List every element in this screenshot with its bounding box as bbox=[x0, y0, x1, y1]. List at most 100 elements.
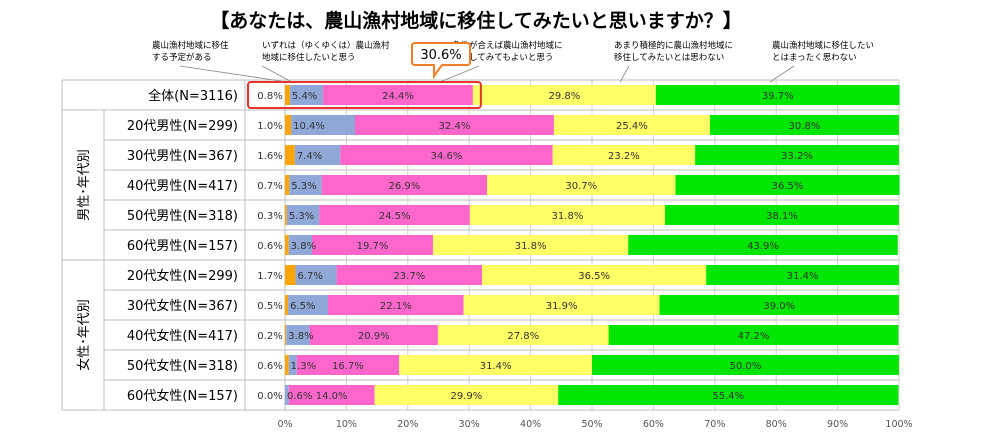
x-tick-label: 100% bbox=[885, 419, 912, 430]
bar-segment bbox=[592, 355, 899, 375]
data-label: 5.3% bbox=[289, 211, 314, 222]
category-label: 50代女性(N=318) bbox=[127, 358, 238, 374]
data-label: 20.9% bbox=[358, 331, 390, 342]
bar-segment bbox=[285, 355, 289, 375]
data-label: 50.0% bbox=[730, 361, 762, 372]
bar-segment bbox=[285, 325, 287, 345]
data-label: 30.8% bbox=[789, 121, 821, 132]
bar-segment bbox=[336, 265, 483, 285]
data-label: 5.4% bbox=[292, 91, 317, 102]
bar-segment bbox=[309, 325, 438, 345]
bar-segment bbox=[285, 205, 287, 225]
data-label: 16.7% bbox=[332, 361, 364, 372]
bar-segment bbox=[659, 295, 899, 315]
data-label: 39.7% bbox=[762, 91, 794, 102]
bar-segment bbox=[288, 385, 375, 405]
bar-segment bbox=[285, 265, 296, 285]
data-label: 7.4% bbox=[297, 151, 322, 162]
data-label: 47.2% bbox=[738, 331, 770, 342]
data-label: 31.8% bbox=[552, 211, 584, 222]
category-label: 40代女性(N=417) bbox=[127, 328, 238, 344]
bar-segment bbox=[323, 85, 473, 105]
data-label: 0.6% bbox=[257, 241, 282, 252]
bar-segment bbox=[285, 385, 289, 405]
bar-segment bbox=[327, 295, 464, 315]
legend-entry: 条件が合えば農山漁村地域に移住してみてもよいと思う bbox=[452, 40, 563, 63]
bar-segment bbox=[463, 295, 660, 315]
legend-leader-line bbox=[619, 65, 630, 83]
highlight-box bbox=[247, 81, 482, 109]
category-label: 50代男性(N=318) bbox=[127, 209, 238, 224]
bar-segment bbox=[482, 265, 707, 285]
data-label: 55.4% bbox=[712, 391, 744, 402]
bar-segment bbox=[399, 355, 592, 375]
category-label: 60代女性(N=157) bbox=[127, 388, 238, 404]
data-label: 24.4% bbox=[382, 91, 414, 102]
data-label: 0.7% bbox=[257, 181, 282, 192]
bar-segment bbox=[628, 235, 898, 255]
bar-segment bbox=[285, 295, 289, 315]
category-label: 全体(N=3116) bbox=[148, 88, 238, 104]
bar-segment bbox=[289, 175, 322, 195]
bar-segment bbox=[552, 145, 696, 165]
data-label: 6.7% bbox=[297, 271, 322, 282]
callout-value: 30.6% bbox=[420, 48, 461, 63]
bar-segment bbox=[285, 115, 292, 135]
data-label: 6.5% bbox=[290, 301, 315, 312]
data-label: 0.5% bbox=[257, 301, 282, 312]
chart-title: 【あなたは、農山漁村地域に移住してみたいと思いますか？】 bbox=[210, 9, 741, 32]
bar-segment bbox=[340, 145, 553, 165]
bar-segment bbox=[319, 205, 470, 225]
data-label: 10.4% bbox=[293, 121, 325, 132]
data-label: 1.7% bbox=[257, 271, 282, 282]
data-label: 29.8% bbox=[548, 91, 580, 102]
data-label: 22.1% bbox=[380, 301, 412, 312]
bar-segment bbox=[312, 235, 433, 255]
callout-bubble bbox=[411, 42, 471, 80]
data-label: 38.1% bbox=[766, 211, 798, 222]
data-label: 27.8% bbox=[507, 331, 539, 342]
category-label: 30代女性(N=367) bbox=[127, 298, 238, 314]
bar-segment bbox=[296, 355, 400, 375]
category-label: 20代男性(N=299) bbox=[127, 119, 238, 134]
bar-segment bbox=[437, 325, 609, 345]
x-tick-label: 90% bbox=[827, 419, 848, 430]
legend-leader-line bbox=[261, 65, 293, 83]
x-tick-label: 20% bbox=[397, 419, 418, 430]
legend-leader-line bbox=[179, 65, 288, 83]
x-tick-label: 0% bbox=[277, 419, 292, 430]
bar-segment bbox=[472, 85, 656, 105]
x-tick-label: 70% bbox=[704, 419, 725, 430]
data-label: 31.9% bbox=[546, 301, 578, 312]
bar-segment bbox=[706, 265, 899, 285]
data-label: 34.6% bbox=[431, 151, 463, 162]
data-label: 19.7% bbox=[357, 241, 389, 252]
data-label: 0.2% bbox=[257, 331, 282, 342]
data-label: 29.9% bbox=[451, 391, 483, 402]
bar-segment bbox=[695, 145, 899, 165]
data-label: 36.5% bbox=[578, 271, 610, 282]
bar-segment bbox=[286, 325, 310, 345]
data-label: 0.8% bbox=[257, 91, 282, 102]
data-label: 30.7% bbox=[565, 181, 597, 192]
x-tick-label: 50% bbox=[581, 419, 602, 430]
data-label: 23.2% bbox=[608, 151, 640, 162]
x-tick-label: 60% bbox=[643, 419, 664, 430]
bar-segment bbox=[665, 205, 899, 225]
bar-segment bbox=[321, 175, 488, 195]
data-label: 23.7% bbox=[393, 271, 425, 282]
legend-entry: あまり積極的に農山漁村地域に移住してみたいとは思わない bbox=[614, 40, 733, 63]
data-label: 43.9% bbox=[747, 241, 779, 252]
bar-segment bbox=[285, 235, 289, 255]
category-label: 30代男性(N=367) bbox=[127, 149, 238, 164]
group-label: 男性･年代別 bbox=[77, 149, 92, 221]
bar-segment bbox=[354, 115, 554, 135]
bar-segment bbox=[558, 385, 899, 405]
data-label: 26.9% bbox=[389, 181, 421, 192]
legend-leader-line bbox=[769, 65, 795, 83]
x-tick-label: 30% bbox=[459, 419, 480, 430]
x-tick-label: 10% bbox=[336, 419, 357, 430]
bar-segment bbox=[487, 175, 676, 195]
data-label: 14.0% bbox=[316, 391, 348, 402]
x-tick-label: 80% bbox=[766, 419, 787, 430]
